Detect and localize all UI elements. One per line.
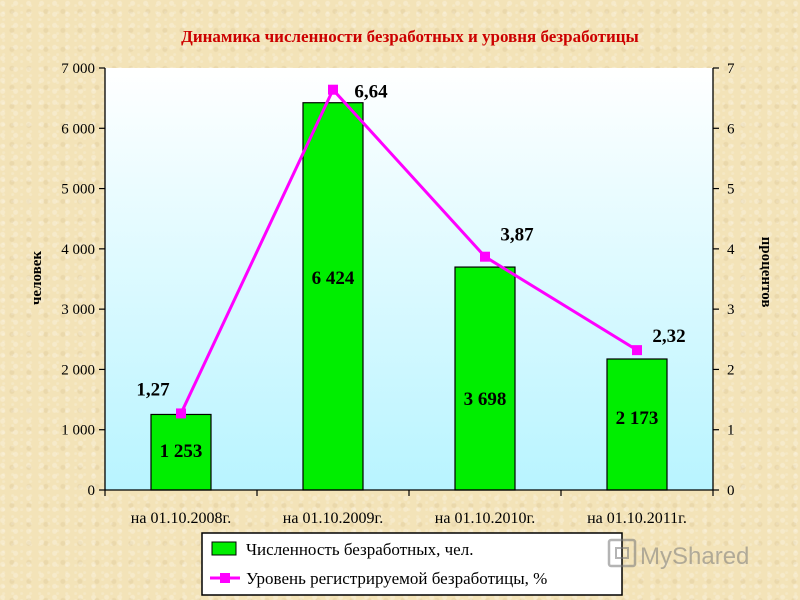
y-tick-label: 3 000: [61, 302, 95, 318]
bars: [150, 102, 668, 491]
y-tick-label: 7 000: [61, 61, 95, 77]
y2-axis-ticks: 0 1 2 3 4 5 6 7: [713, 61, 735, 499]
line-point-4: [632, 345, 642, 356]
y2-tick-label: 2: [727, 362, 735, 378]
y-tick-label: 1 000: [61, 423, 95, 439]
y-tick-label: 6 000: [61, 121, 95, 137]
y2-tick-label: 7: [727, 61, 735, 77]
line-point-2: [328, 84, 338, 95]
line-point-3: [480, 251, 490, 262]
point-labels: 1,27 6,64 3,87 2,32: [136, 82, 685, 401]
y2-tick-label: 5: [727, 182, 735, 198]
y2-tick-label: 1: [727, 423, 735, 439]
line-value-label: 2,32: [652, 326, 685, 347]
legend-box: [201, 532, 623, 596]
watermark-logo-icon: [607, 538, 637, 568]
legend-line-marker: [220, 573, 230, 583]
legend-bar-label: Численность безработных, чел.: [246, 540, 473, 559]
axes: [104, 68, 714, 496]
y2-tick-label: 4: [727, 242, 735, 258]
legend: Численность безработных, чел. Уровень ре…: [201, 532, 623, 596]
watermark-text: MyShared: [640, 543, 749, 570]
x-category-label: на 01.10.2010г.: [435, 510, 535, 527]
legend-bar-swatch: [211, 541, 237, 556]
x-category-label: на 01.10.2008г.: [131, 510, 231, 527]
watermark-logo-inner: [615, 547, 629, 559]
line-value-label: 6,64: [354, 82, 388, 103]
bar-value-label: 6 424: [312, 268, 355, 289]
line-value-label: 1,27: [136, 379, 170, 400]
bar-value-label: 1 253: [160, 441, 203, 462]
y2-tick-label: 6: [727, 121, 735, 137]
bar-2: [302, 102, 364, 491]
x-category-label: на 01.10.2011г.: [587, 510, 687, 527]
y2-tick-label: 3: [727, 302, 735, 318]
y-tick-label: 4 000: [61, 242, 95, 258]
y-axis-label: человек: [29, 251, 45, 305]
y2-axis-label: процентов: [758, 237, 774, 308]
x-category-label: на 01.10.2009г.: [283, 510, 383, 527]
line-point-1: [176, 408, 186, 419]
legend-line-label: Уровень регистрируемой безработицы, %: [246, 569, 547, 588]
bar-value-label: 3 698: [464, 389, 507, 410]
line-path: [179, 87, 638, 415]
chart-title: Динамика численности безработных и уровн…: [181, 27, 639, 46]
y2-tick-label: 0: [727, 483, 735, 499]
line-series: [176, 84, 642, 419]
y-tick-label: 5 000: [61, 182, 95, 198]
x-axis-categories: на 01.10.2008г. на 01.10.2009г. на 01.10.2…: [131, 510, 687, 527]
y-tick-label: 0: [88, 483, 96, 499]
bar-value-label: 2 173: [616, 408, 659, 429]
watermark: MyShared: [607, 538, 749, 570]
line-value-label: 3,87: [500, 225, 534, 246]
bar-labels: 1 253 6 424 3 698 2 173: [160, 268, 659, 462]
bar-1: [150, 413, 212, 491]
y-axis-ticks: 0 1 000 2 000 3 000 4 000 5 000 6 000 7 000: [61, 61, 105, 499]
y-tick-label: 2 000: [61, 362, 95, 378]
bar-3: [454, 266, 516, 491]
